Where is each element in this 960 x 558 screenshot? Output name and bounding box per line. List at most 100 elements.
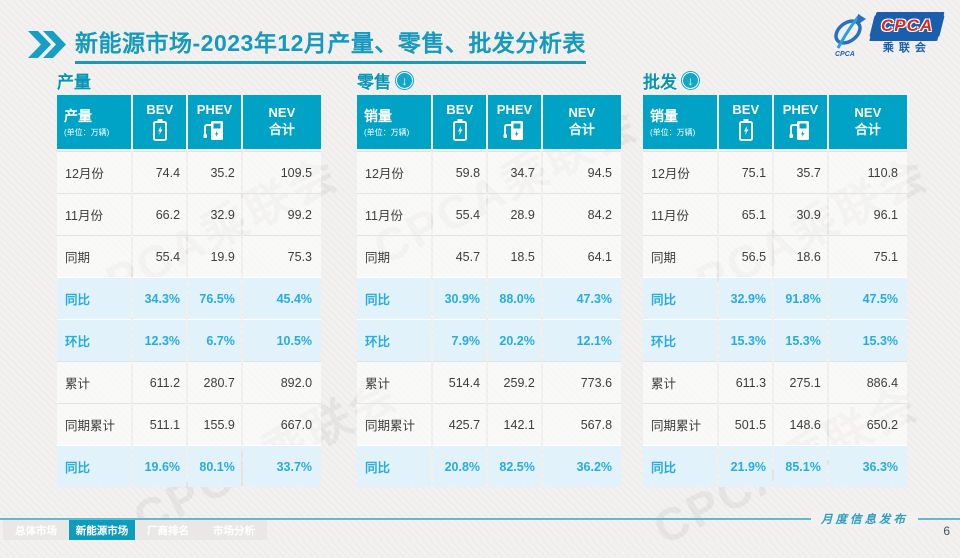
row-label: 环比: [57, 319, 132, 361]
table-row: 同比 20.8% 82.5% 36.2%: [357, 445, 622, 487]
cell-value: 109.5: [242, 151, 322, 193]
row-label: 同期累计: [357, 403, 432, 445]
table-row: 同期累计 425.7 142.1 567.8: [357, 403, 622, 445]
col-header-bev: BEV: [146, 101, 174, 117]
logo-caption: CPCA: [835, 51, 855, 58]
cell-value: 19.6%: [133, 445, 187, 487]
col-header-phev: PHEV: [196, 101, 233, 117]
row-label: 同期累计: [57, 403, 132, 445]
table-row: 累计 611.2 280.7 892.0: [57, 361, 322, 403]
cell-value: 55.4: [433, 193, 487, 235]
cell-value: 75.3: [242, 235, 322, 277]
table-row: 环比 12.3% 6.7% 10.5%: [57, 319, 322, 361]
row-label: 11月份: [643, 193, 718, 235]
row-label: 累计: [57, 361, 132, 403]
cell-value: 667.0: [242, 403, 322, 445]
table-row: 同期累计 511.1 155.9 667.0: [57, 403, 322, 445]
cell-value: 91.8%: [774, 277, 827, 319]
cell-value: 7.9%: [433, 319, 487, 361]
row-label: 累计: [357, 361, 432, 403]
table-unit: (单位：万辆): [650, 128, 696, 137]
cell-value: 30.9%: [433, 277, 487, 319]
cell-value: 35.2: [188, 151, 241, 193]
table-label-header: 销量: [364, 108, 392, 124]
col-header-phev: PHEV: [496, 101, 533, 117]
wholesale-table: 批发 ↓ 销量 (单位：万辆) BEV PHEV: [643, 68, 908, 487]
table-row: 同比 19.6% 80.1% 33.7%: [57, 445, 322, 487]
cell-value: 6.7%: [188, 319, 241, 361]
cell-value: 32.9%: [719, 277, 773, 319]
section-title: 零售: [357, 73, 391, 92]
table-body: 12月份 59.8 34.7 94.5 11月份 55.4 28.9 84.2 同期 45.7 18…: [357, 151, 622, 487]
cell-value: 19.9: [188, 235, 241, 277]
row-label: 12月份: [643, 151, 718, 193]
cell-value: 76.5%: [188, 277, 241, 319]
tab-nev-market[interactable]: 新能源市场: [69, 520, 135, 540]
col-header-nev: NEV: [268, 105, 296, 121]
cell-value: 611.2: [133, 361, 187, 403]
page-title: 新能源市场-2023年12月产量、零售、批发分析表: [75, 24, 586, 64]
table-unit: (单位：万辆): [364, 128, 410, 137]
cell-value: 74.4: [133, 151, 187, 193]
row-label: 同比: [57, 277, 132, 319]
cell-value: 20.2%: [488, 319, 541, 361]
cell-value: 514.4: [433, 361, 487, 403]
table-label-header: 产量: [64, 108, 92, 124]
cell-value: 32.9: [188, 193, 241, 235]
cell-value: 80.1%: [188, 445, 241, 487]
table-header: 销量 (单位：万辆) BEV PHEV NEV 合计: [643, 95, 907, 149]
cell-value: 15.3%: [719, 319, 773, 361]
cell-value: 84.2: [542, 193, 622, 235]
table-header: 产量 (单位：万辆) BEV PHEV NEV 合计: [57, 95, 321, 149]
cell-value: 88.0%: [488, 277, 541, 319]
cell-value: 59.8: [433, 151, 487, 193]
cell-value: 259.2: [488, 361, 541, 403]
down-arrow-icon: ↓: [396, 72, 413, 89]
table-row: 11月份 66.2 32.9 99.2: [57, 193, 322, 235]
cell-value: 35.7: [774, 151, 827, 193]
tab-market-analysis[interactable]: 市场分析: [201, 520, 267, 540]
table-row: 同比 21.9% 85.1% 36.3%: [643, 445, 908, 487]
battery-icon: [452, 119, 467, 142]
tab-overall-market[interactable]: 总体市场: [3, 520, 69, 540]
row-label: 11月份: [57, 193, 132, 235]
table-row: 累计 514.4 259.2 773.6: [357, 361, 622, 403]
cell-value: 65.1: [719, 193, 773, 235]
cell-value: 85.1%: [774, 445, 827, 487]
cell-value: 12.3%: [133, 319, 187, 361]
cell-value: 64.1: [542, 235, 622, 277]
row-label: 同期: [357, 235, 432, 277]
cell-value: 34.7: [488, 151, 541, 193]
cell-value: 82.5%: [488, 445, 541, 487]
cell-value: 21.9%: [719, 445, 773, 487]
cell-value: 773.6: [542, 361, 622, 403]
cell-value: 275.1: [774, 361, 827, 403]
tab-manufacturer-ranking[interactable]: 厂商排名: [135, 520, 201, 540]
row-label: 环比: [643, 319, 718, 361]
cell-value: 36.2%: [542, 445, 622, 487]
table-row: 12月份 75.1 35.7 110.8: [643, 151, 908, 193]
table-row: 同期 45.7 18.5 64.1: [357, 235, 622, 277]
footer-divider: [0, 518, 960, 520]
cell-value: 511.1: [133, 403, 187, 445]
cell-value: 155.9: [188, 403, 241, 445]
table-row: 同期 56.5 18.6 75.1: [643, 235, 908, 277]
bottom-nav: 总体市场 新能源市场 厂商排名 市场分析: [3, 520, 267, 540]
cpca-swoosh-icon: CPCA: [834, 14, 866, 58]
cell-value: 611.3: [719, 361, 773, 403]
col-header-phev: PHEV: [782, 101, 819, 117]
cell-value: 886.4: [828, 361, 908, 403]
row-label: 12月份: [357, 151, 432, 193]
cell-value: 66.2: [133, 193, 187, 235]
table-header: 销量 (单位：万辆) BEV PHEV NEV 合计: [357, 95, 621, 149]
header: 新能源市场-2023年12月产量、零售、批发分析表: [28, 24, 586, 64]
cell-value: 10.5%: [242, 319, 322, 361]
cell-value: 75.1: [828, 235, 908, 277]
col-header-nev: NEV: [854, 105, 882, 121]
cell-value: 148.6: [774, 403, 827, 445]
cell-value: 45.4%: [242, 277, 322, 319]
cell-value: 34.3%: [133, 277, 187, 319]
cell-value: 45.7: [433, 235, 487, 277]
cell-value: 99.2: [242, 193, 322, 235]
col-header-total: 合计: [854, 122, 881, 137]
